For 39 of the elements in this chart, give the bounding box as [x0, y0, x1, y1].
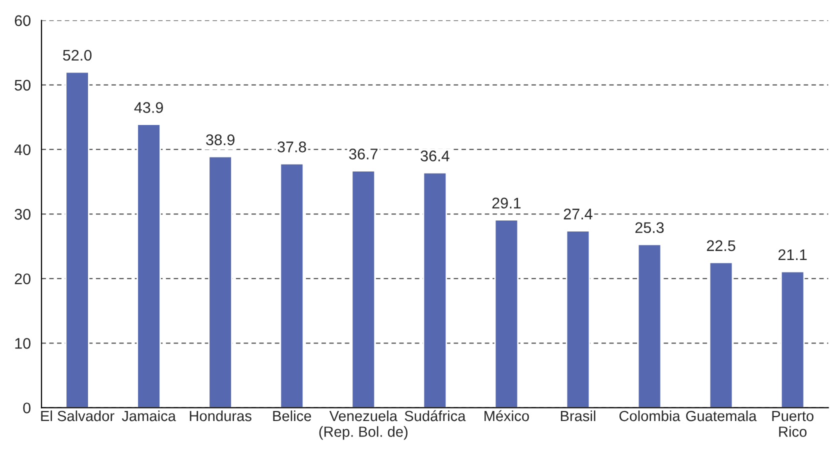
data-label: 52.0: [63, 50, 92, 61]
data-label: 36.4: [420, 150, 450, 162]
y-tick-label: 60: [14, 15, 30, 26]
bar: [422, 172, 448, 408]
bar: [280, 162, 304, 408]
x-tick-label: México: [484, 410, 529, 422]
x-tick-label: Jamaica: [122, 410, 176, 422]
data-label: 37.8: [278, 142, 306, 152]
y-tick-label: 40: [14, 144, 30, 156]
x-tick-label: El Salvador: [41, 410, 114, 422]
y-tick-label: 30: [14, 208, 30, 220]
data-label: 25.3: [635, 222, 664, 234]
data-label: 29.1: [492, 198, 521, 208]
data-label: 36.7: [349, 148, 378, 160]
bar: [351, 170, 376, 408]
bar: [136, 124, 161, 408]
x-tick-label: Guatemala: [686, 410, 757, 422]
bar: [494, 219, 519, 408]
data-label: 43.9: [134, 102, 163, 113]
y-tick-label: 20: [14, 273, 30, 284]
x-tick-label: Colombia: [619, 410, 680, 422]
x-tick-label: Belice: [273, 410, 312, 422]
y-tick-label: 0: [23, 402, 30, 414]
y-tick-label: 50: [14, 80, 30, 91]
bar: [65, 71, 90, 408]
data-label: 27.4: [564, 208, 592, 220]
y-tick-label: 10: [15, 338, 30, 349]
x-tick-label: Honduras: [190, 410, 252, 422]
data-label: 21.1: [778, 249, 807, 260]
bar: [566, 230, 590, 408]
bar: [637, 244, 662, 408]
x-tick-label: Puerto Rico: [772, 411, 814, 437]
bar: [780, 270, 805, 408]
bar: [708, 262, 734, 408]
bar: [208, 156, 232, 408]
x-tick-label: Brasil: [560, 410, 596, 422]
data-label: 22.5: [706, 240, 736, 252]
x-tick-label: Sudáfrica: [404, 410, 466, 422]
data-label: 38.9: [206, 134, 234, 146]
